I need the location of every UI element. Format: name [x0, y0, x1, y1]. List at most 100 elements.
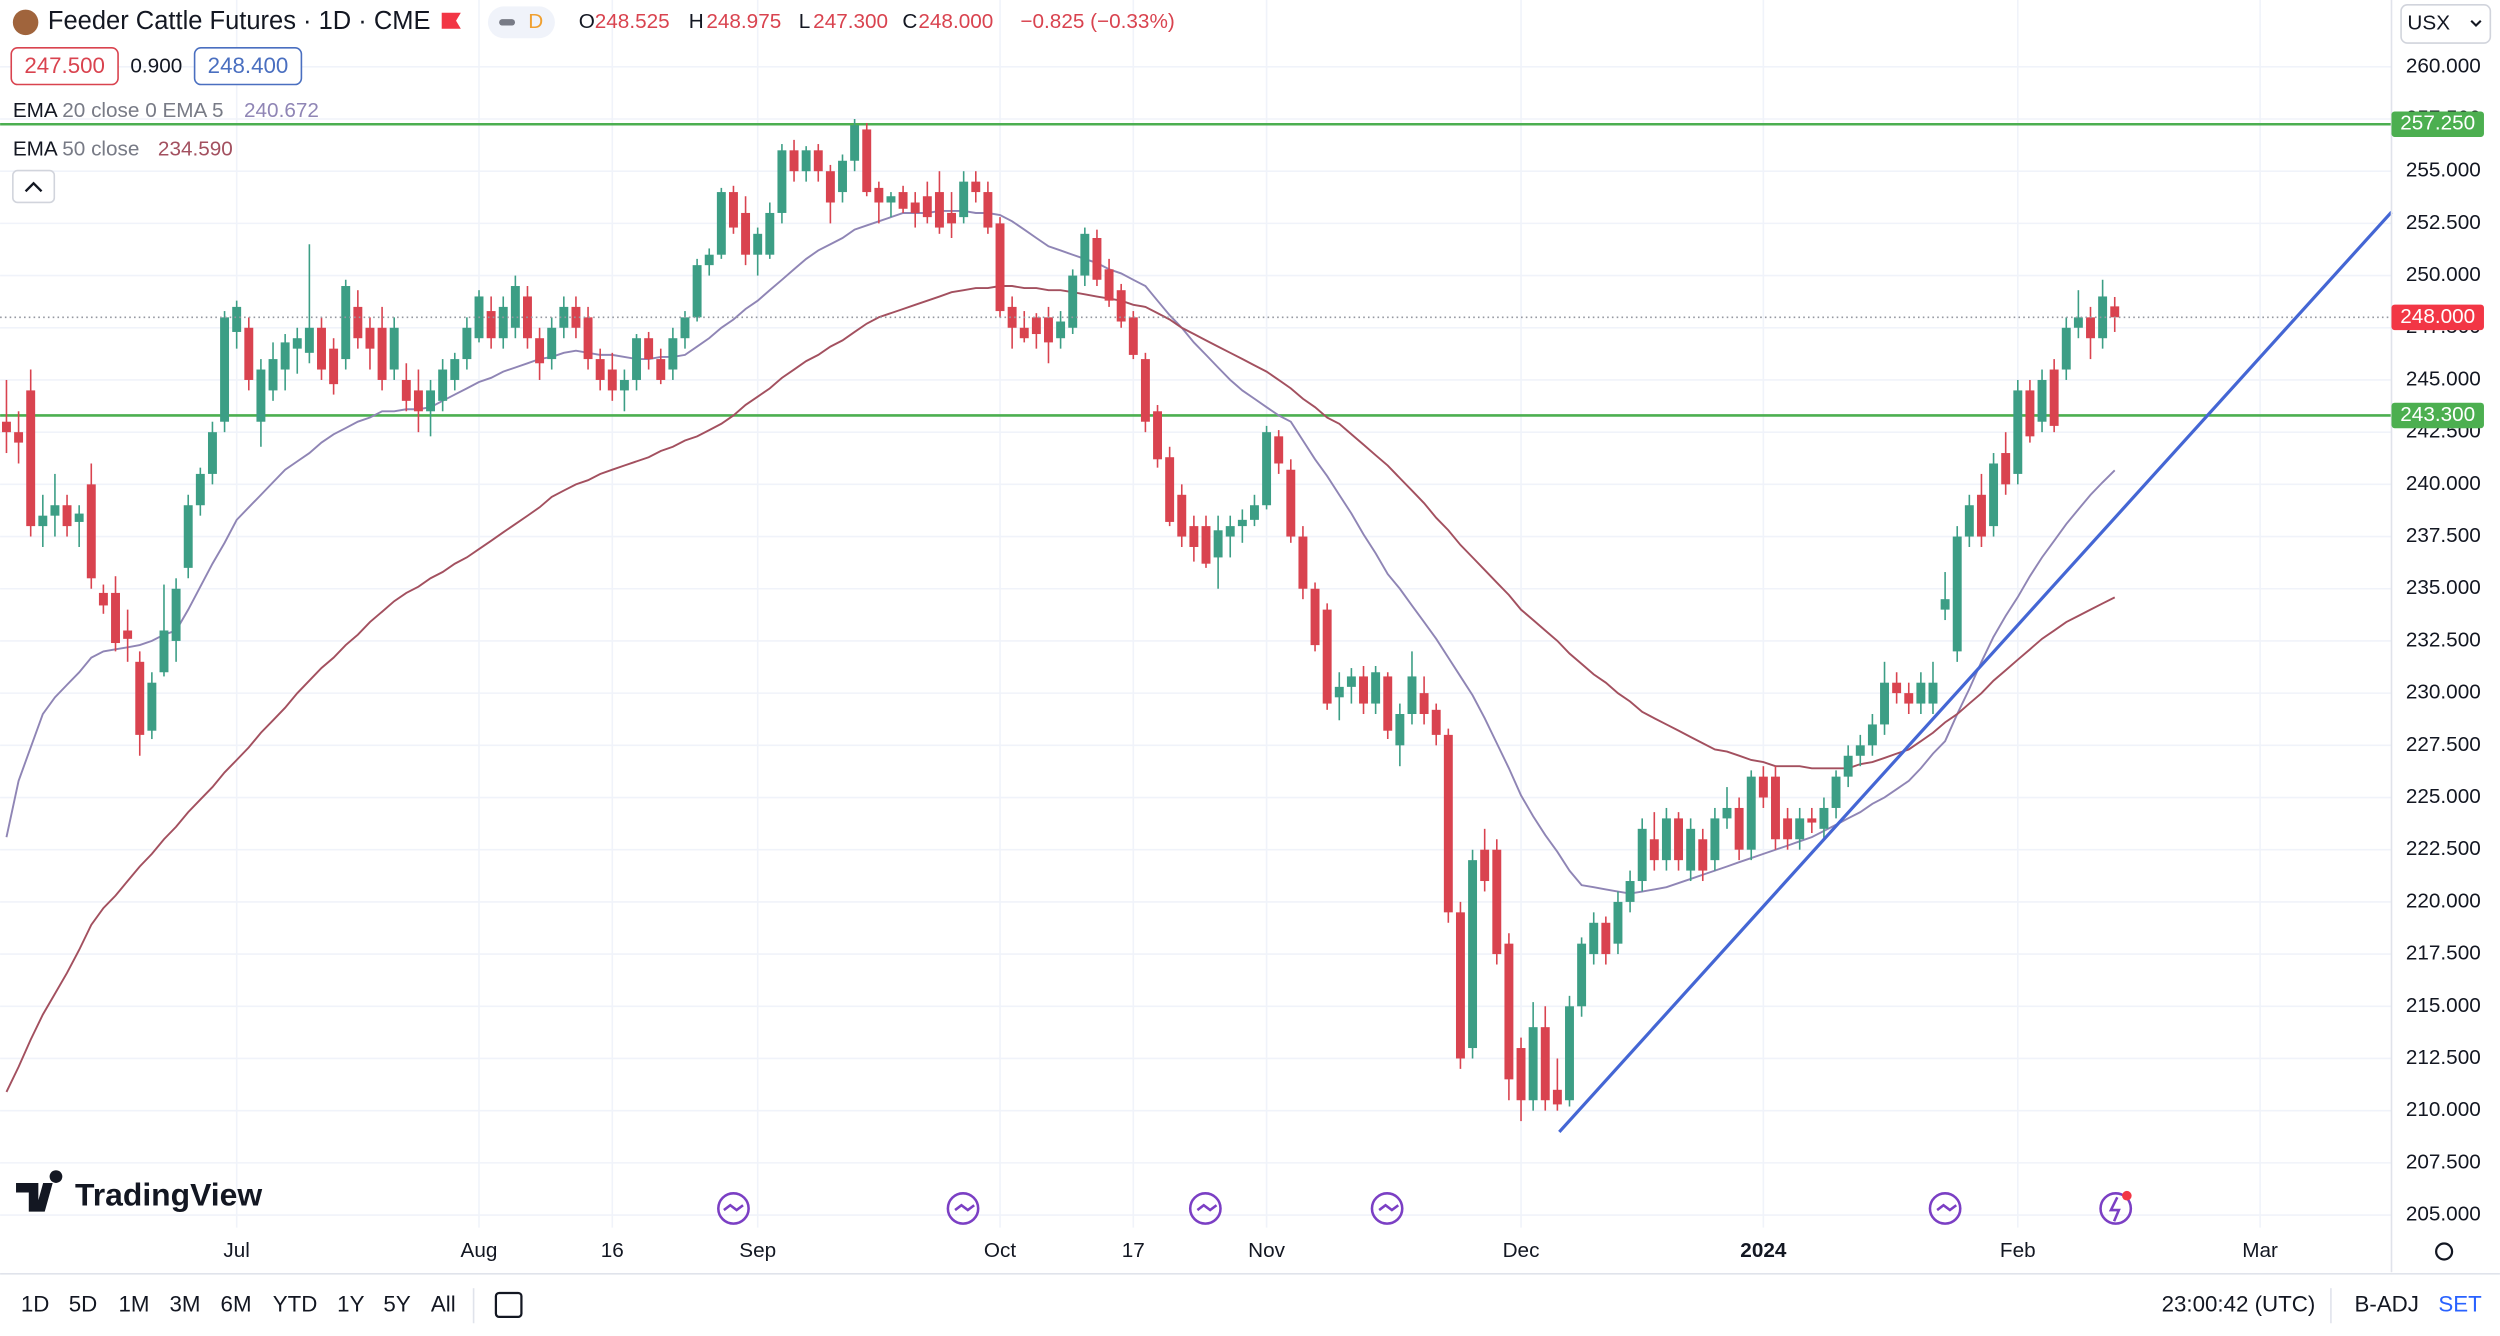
- y-tick-label: 250.000: [2406, 263, 2481, 286]
- collapse-button[interactable]: [12, 169, 56, 204]
- candle-body: [1904, 693, 1914, 704]
- range-button[interactable]: 6M: [221, 1292, 252, 1317]
- adjust-toggle[interactable]: B-ADJ: [2355, 1292, 2419, 1317]
- x-tick-label: Aug: [461, 1239, 498, 1262]
- time-axis: Jul Aug 16 Sep Oct 17 Nov Dec 2024 Feb Mar: [223, 1239, 2278, 1262]
- candle-body: [1274, 436, 1284, 464]
- y-tick-label: 217.500: [2406, 942, 2481, 965]
- range-button[interactable]: 1Y: [337, 1292, 364, 1317]
- y-tick-label: 245.000: [2406, 367, 2481, 390]
- candle-body: [1371, 672, 1381, 704]
- candle-body: [2, 421, 11, 433]
- candle-body: [1565, 1006, 1574, 1101]
- event-icon[interactable]: [946, 1192, 980, 1225]
- level-badge: [2391, 402, 2484, 429]
- candle-body: [74, 513, 84, 522]
- candle-body: [898, 192, 908, 209]
- candle-body: [304, 327, 314, 353]
- dropdown-icon: [2470, 19, 2482, 27]
- candle-body: [1819, 807, 1829, 829]
- candle-body: [1165, 457, 1175, 522]
- symbol-title[interactable]: Feeder Cattle Futures · 1D · CME: [48, 7, 431, 35]
- candle-body: [426, 390, 436, 412]
- range-button[interactable]: 1D: [21, 1292, 50, 1317]
- spread: 0.900: [130, 54, 182, 77]
- x-tick-label: Feb: [2000, 1239, 2036, 1262]
- y-tick-label: 220.000: [2406, 889, 2481, 912]
- candle-body: [910, 202, 920, 213]
- candle-body: [450, 359, 460, 380]
- candle-body: [1916, 682, 1926, 704]
- range-button[interactable]: 1M: [119, 1292, 150, 1317]
- ema-line: [5, 209, 2116, 895]
- candle-body: [583, 317, 593, 360]
- y-tick-label: 252.500: [2406, 211, 2481, 234]
- event-icon[interactable]: [1188, 1192, 1222, 1225]
- currency[interactable]: USX: [2407, 11, 2450, 34]
- candle-body: [62, 505, 72, 527]
- candle-body: [207, 432, 217, 474]
- symbol-logo: [12, 9, 39, 36]
- status-pill: [487, 6, 555, 39]
- candle-body: [2073, 317, 2083, 328]
- candle-body: [26, 390, 36, 527]
- range-button[interactable]: 5Y: [383, 1292, 410, 1317]
- candle-body: [692, 265, 702, 318]
- candle-body: [1201, 526, 1211, 564]
- candle-body: [1153, 411, 1162, 460]
- candle-body: [232, 306, 242, 332]
- candle-body: [1722, 807, 1732, 819]
- y-tick-label: 215.000: [2406, 994, 2481, 1017]
- range-button[interactable]: 5D: [69, 1292, 98, 1317]
- event-icon[interactable]: [1928, 1192, 1962, 1225]
- candle-body: [1504, 943, 1514, 1080]
- candle-body: [1989, 463, 1999, 527]
- range-button[interactable]: All: [431, 1292, 456, 1317]
- candle-body: [1867, 724, 1877, 746]
- currency-select[interactable]: [2400, 3, 2492, 44]
- candle-body: [1758, 776, 1768, 798]
- range-button[interactable]: 3M: [170, 1292, 201, 1317]
- bid-box[interactable]: [10, 47, 119, 86]
- candle-body: [510, 286, 520, 328]
- y-tick-label: 222.500: [2406, 837, 2481, 860]
- candle-body: [1661, 818, 1671, 861]
- candle-body: [135, 661, 145, 735]
- indicator-name[interactable]: EMA: [13, 99, 58, 122]
- ohlc-letter: O: [579, 10, 595, 33]
- candle-body: [317, 327, 326, 370]
- candle-body: [1710, 818, 1720, 861]
- candle-body: [1516, 1048, 1526, 1101]
- trend-line[interactable]: [1558, 210, 2393, 1134]
- candle-body: [959, 181, 969, 218]
- candle-body: [438, 369, 448, 401]
- event-dot: [2122, 1190, 2132, 1201]
- calendar-icon[interactable]: [494, 1291, 523, 1318]
- ask[interactable]: 248.400: [208, 53, 289, 78]
- bid[interactable]: 247.500: [24, 53, 105, 78]
- event-icon[interactable]: [717, 1192, 750, 1225]
- candle-body: [2098, 296, 2108, 339]
- candle-body: [1698, 839, 1708, 871]
- event-icon[interactable]: [2099, 1192, 2133, 1225]
- ask-box[interactable]: [193, 47, 303, 86]
- event-glyph: [723, 1196, 2121, 1222]
- candle-body: [765, 212, 775, 255]
- candle-body: [1649, 839, 1659, 861]
- event-icon[interactable]: [1370, 1192, 1404, 1225]
- candle-body: [1443, 734, 1453, 913]
- settings-icon[interactable]: [2435, 1242, 2454, 1261]
- x-tick-label: Dec: [1503, 1239, 1540, 1262]
- candle-body: [1686, 828, 1696, 871]
- candle-body: [1346, 676, 1356, 687]
- settle-toggle[interactable]: SET: [2438, 1292, 2482, 1317]
- candle-body: [1831, 776, 1841, 808]
- candle-body: [716, 192, 726, 255]
- indicator-name[interactable]: EMA: [13, 137, 58, 160]
- range-button[interactable]: YTD: [273, 1292, 318, 1317]
- candle-body: [1359, 676, 1368, 704]
- flag-icon[interactable]: [441, 12, 461, 29]
- candle-body: [1468, 860, 1478, 1049]
- candle-body: [1407, 676, 1417, 715]
